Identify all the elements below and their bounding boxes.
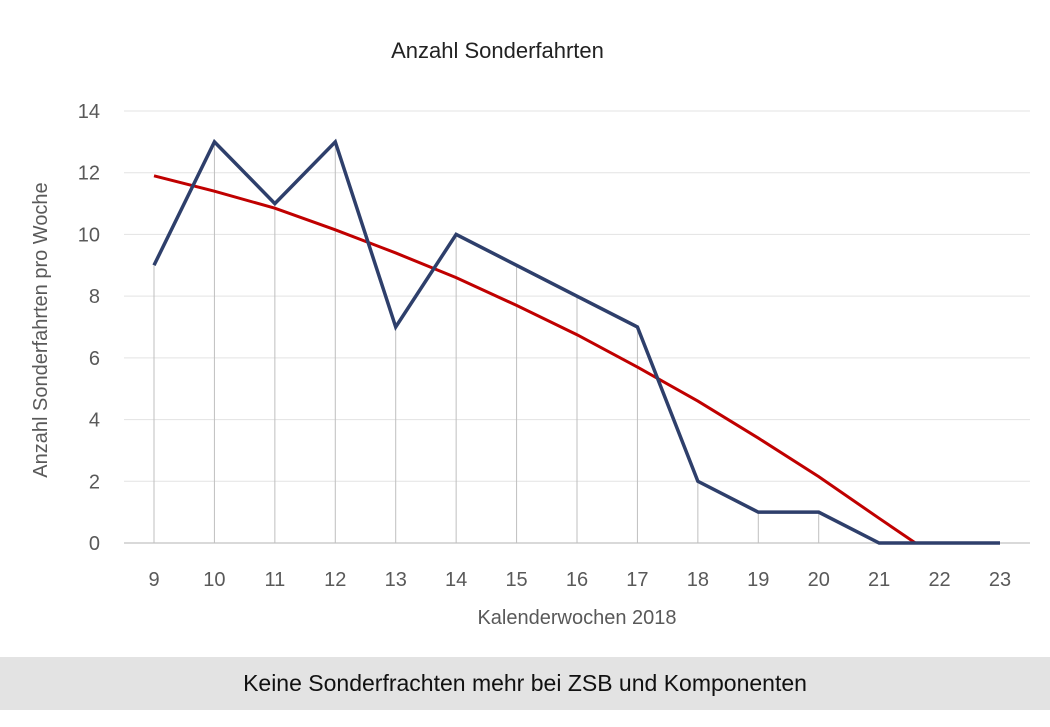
x-tick-label: 13 <box>385 569 407 591</box>
x-tick-label: 23 <box>989 569 1011 591</box>
x-tick-label: 14 <box>445 569 467 591</box>
drop-lines <box>153 141 820 543</box>
x-tick-label: 12 <box>324 569 346 591</box>
series-line <box>152 138 1000 545</box>
y-tick-label: 6 <box>89 348 100 370</box>
x-tick-label: 15 <box>505 569 527 591</box>
x-tick-label: 11 <box>264 569 285 591</box>
y-tick-label: 0 <box>89 533 100 555</box>
x-tick-label: 22 <box>928 569 950 591</box>
x-axis-label: Kalenderwochen 2018 <box>477 607 676 629</box>
y-axis-label: Anzahl Sonderfahrten pro Woche <box>30 182 52 477</box>
x-tick-label: 10 <box>203 569 225 591</box>
y-tick-label: 8 <box>89 286 100 308</box>
y-tick-labels: 0 2 4 6 8 10 12 14 <box>78 101 100 555</box>
y-tick-label: 10 <box>78 224 100 246</box>
x-tick-label: 9 <box>148 569 159 591</box>
x-tick-label: 19 <box>747 569 769 591</box>
chart-title: Anzahl Sonderfahrten <box>391 38 604 63</box>
y-tick-label: 12 <box>78 163 100 185</box>
footer-banner: Keine Sonderfrachten mehr bei ZSB und Ko… <box>0 657 1050 710</box>
x-tick-label: 18 <box>687 569 709 591</box>
x-tick-label: 20 <box>808 569 830 591</box>
y-tick-label: 4 <box>89 410 100 432</box>
x-tick-label: 16 <box>566 569 588 591</box>
x-tick-label: 17 <box>626 569 648 591</box>
y-tick-label: 14 <box>78 101 100 123</box>
line-chart: 0 2 4 6 8 10 12 14 9 10 11 12 13 14 15 16 17 18 19 20 21 22 2… <box>30 101 1030 629</box>
x-tick-labels: 9 10 11 12 13 14 15 16 17 18 19 20 21 22 23 <box>148 569 1011 591</box>
y-tick-label: 2 <box>89 471 100 493</box>
x-tick-label: 21 <box>868 569 890 591</box>
trend-line <box>153 174 917 545</box>
